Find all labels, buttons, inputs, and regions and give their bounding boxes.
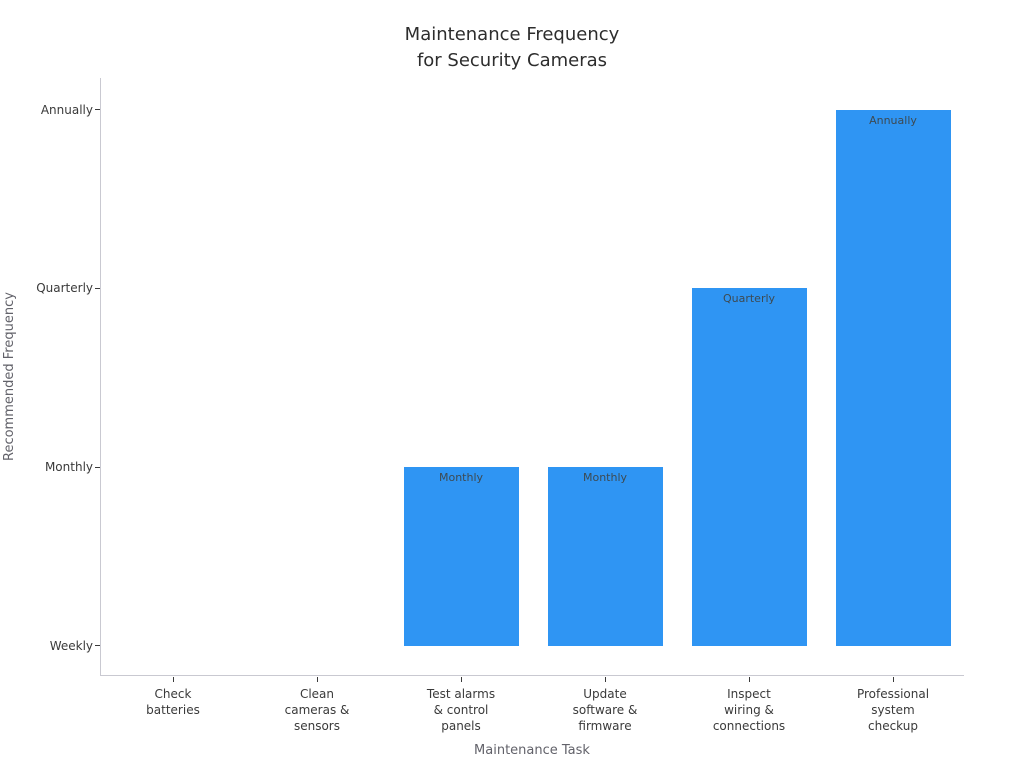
y-tick-mark <box>95 645 100 647</box>
bar-value-label: Quarterly <box>722 292 776 306</box>
bar-3: Monthly <box>547 467 663 646</box>
y-axis-title: Recommended Frequency <box>2 292 17 462</box>
y-tick-mark <box>95 109 100 111</box>
x-tick-mark <box>172 677 174 682</box>
x-tick-mark <box>748 677 750 682</box>
x-tick-label: Check batteries <box>146 687 200 717</box>
x-tick-mark <box>892 677 894 682</box>
bar-4: Quarterly <box>691 288 807 646</box>
x-tick-mark <box>604 677 606 682</box>
bar-value-label: Annually <box>869 113 917 127</box>
x-axis-title: Maintenance Task <box>474 743 590 758</box>
x-tick-label: Test alarms & control panels <box>426 687 496 733</box>
bar-value-label: Monthly <box>582 471 628 485</box>
y-tick-label: Annually <box>40 102 93 117</box>
x-tick-label: Professional system checkup <box>856 687 930 733</box>
y-tick-label: Monthly <box>44 460 93 475</box>
x-tick-label: Clean cameras & sensors <box>284 687 350 733</box>
bar-value-label: Monthly <box>438 471 484 485</box>
chart-title: Maintenance Frequency for Security Camer… <box>404 24 620 71</box>
bar-2: Monthly <box>403 467 519 646</box>
y-tick-mark <box>95 466 100 468</box>
x-tick-mark <box>460 677 462 682</box>
x-tick-label: Inspect wiring & connections <box>712 687 786 733</box>
plot-area: Weekly Monthly Quarterly Annually Check batt… <box>36 78 964 733</box>
y-tick-mark <box>95 287 100 289</box>
x-tick-mark <box>316 677 318 682</box>
x-tick-label: Update software & firmware <box>572 687 638 733</box>
y-tick-label: Quarterly <box>36 281 93 296</box>
y-tick-label: Weekly <box>49 638 93 653</box>
bar-5: Annually <box>835 109 951 646</box>
